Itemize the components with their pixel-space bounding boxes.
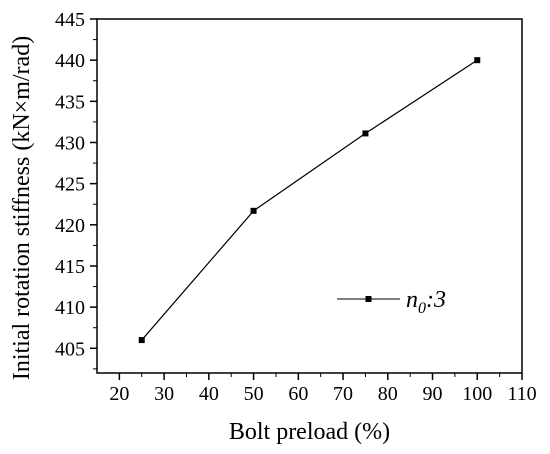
- x-tick-label: 60: [288, 383, 308, 405]
- x-tick-label: 110: [507, 383, 536, 405]
- data-point: [250, 207, 257, 214]
- y-tick-label: 430: [55, 132, 85, 154]
- x-axis-label: Bolt preload (%): [229, 419, 390, 445]
- y-tick-label: 435: [55, 91, 85, 113]
- y-tick-label: 445: [55, 9, 85, 31]
- series-layer: [138, 57, 481, 344]
- x-tick-label: 20: [109, 383, 129, 405]
- x-tick-label: 40: [199, 383, 219, 405]
- x-tick-label: 50: [244, 383, 264, 405]
- legend-series-subscript: 0: [418, 300, 426, 317]
- x-tick-label: 80: [378, 383, 398, 405]
- legend-marker: [365, 296, 372, 302]
- x-tick-label: 100: [462, 383, 492, 405]
- legend-series-tail: :3: [426, 287, 446, 313]
- data-point: [138, 337, 145, 344]
- x-tick-label: 30: [154, 383, 174, 405]
- series-line: [141, 59, 478, 341]
- data-point: [362, 130, 369, 137]
- y-axis-label: Initial rotation stiffness (kN×m/rad): [9, 36, 35, 380]
- legend: n0:3: [337, 287, 446, 317]
- y-tick-label: 440: [55, 50, 85, 72]
- legend-series-label: n0:3: [406, 287, 446, 317]
- y-tick-label: 410: [55, 297, 85, 319]
- y-tick-label: 420: [55, 215, 85, 237]
- plot-frame: [96, 18, 523, 374]
- plot-area-border: [96, 18, 523, 374]
- y-tick-label: 415: [55, 256, 85, 278]
- x-tick-label: 90: [423, 383, 443, 405]
- legend-series-main: n: [406, 287, 418, 313]
- y-tick-label: 405: [55, 338, 85, 360]
- x-axis-ticks: 20 30 40 50 60 70 80 90 100 110: [109, 373, 537, 405]
- data-point: [474, 57, 481, 64]
- y-axis-ticks: 405 410 415 420 425 430 435 440 445: [55, 9, 97, 370]
- x-tick-label: 70: [333, 383, 353, 405]
- y-tick-label: 425: [55, 174, 85, 196]
